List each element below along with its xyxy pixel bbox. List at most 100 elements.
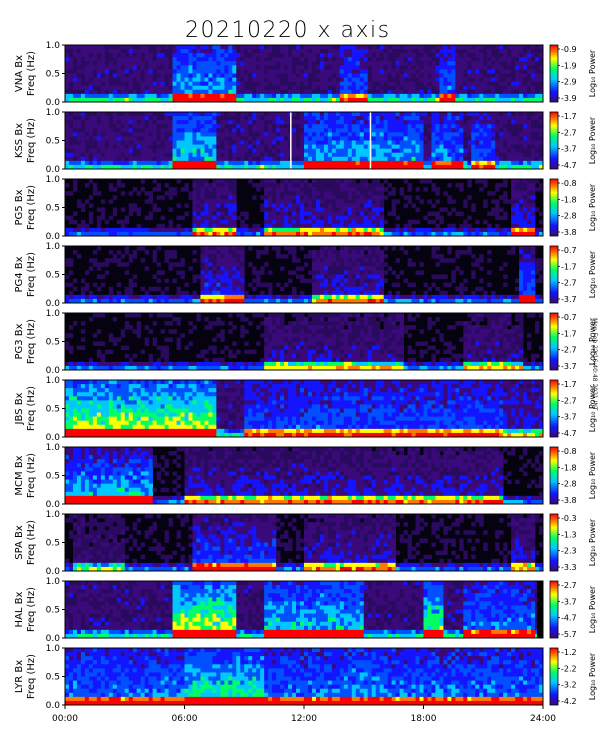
spectrogram-cell: [120, 294, 126, 300]
spectrogram-cell: [487, 136, 492, 141]
spectrogram-cell: [527, 144, 532, 150]
spectrogram-cell: [503, 191, 508, 196]
spectrogram-cell: [323, 85, 329, 91]
spectrogram-cell: [284, 215, 289, 221]
spectrogram-cell: [311, 203, 317, 208]
spectrogram-cell: [144, 112, 150, 117]
spectrogram-cell: [315, 290, 321, 296]
spectrogram-cell: [531, 53, 536, 58]
spectrogram-cell: [136, 298, 142, 304]
spectrogram-cell: [399, 124, 404, 129]
spectrogram-cell: [164, 231, 169, 237]
spectrogram-cell: [307, 120, 313, 125]
spectrogram-cell: [431, 116, 436, 121]
spectrogram-cell: [216, 97, 221, 103]
spectrogram-cell: [116, 219, 122, 225]
spectrogram-cell: [80, 69, 86, 74]
spectrogram-cell: [224, 219, 229, 225]
spectrogram-cell: [503, 136, 508, 141]
spectrogram-cell: [296, 223, 301, 229]
spectrogram-cell: [315, 298, 321, 304]
spectrogram-cell: [419, 89, 424, 95]
spectrogram-cell: [471, 77, 476, 83]
spectrogram-cell: [268, 53, 273, 58]
spectrogram-cell: [455, 57, 460, 62]
spectrogram-cell: [439, 116, 444, 121]
spectrogram-cell: [240, 266, 245, 271]
spectrogram-cell: [244, 124, 249, 129]
spectrogram-cell: [459, 81, 464, 87]
spectrogram-cell: [411, 140, 416, 145]
spectrogram-cell: [88, 266, 94, 271]
spectrogram-cell: [132, 81, 138, 87]
spectrogram-cell: [300, 120, 305, 125]
spectrogram-cell: [192, 152, 197, 158]
spectrogram-cell: [367, 195, 373, 200]
spectrogram-cell: [491, 69, 496, 74]
spectrogram-cell: [407, 124, 412, 129]
spectrogram-cell: [256, 128, 261, 133]
spectrogram-cell: [483, 120, 488, 125]
spectrogram-cell: [228, 132, 233, 137]
spectrogram-cell: [212, 124, 217, 129]
spectrogram-cell: [535, 132, 540, 137]
spectrogram-cell: [256, 116, 261, 121]
spectrogram-cell: [176, 294, 181, 300]
spectrogram-cell: [100, 207, 106, 212]
spectrogram-cell: [367, 53, 373, 58]
spectrogram-cell: [339, 69, 345, 74]
spectrogram-cell: [391, 81, 397, 87]
spectrogram-cell: [168, 231, 173, 237]
spectrogram-cell: [296, 203, 301, 208]
spectrogram-cell: [439, 120, 444, 125]
spectrogram-cell: [104, 120, 110, 125]
spectrogram-cell: [204, 57, 209, 62]
spectrogram-cell: [439, 97, 444, 103]
spectrogram-cell: [443, 191, 448, 196]
spectrogram-cell: [343, 77, 349, 83]
spectrogram-cell: [260, 207, 265, 212]
spectrogram-cell: [228, 164, 233, 170]
spectrogram-cell: [471, 53, 476, 58]
spectrogram-cell: [455, 49, 460, 54]
spectrogram-cell: [455, 120, 460, 125]
spectrogram-cell: [288, 223, 293, 229]
spectrogram-cell: [327, 89, 333, 95]
spectrogram-cell: [168, 144, 173, 150]
spectrogram-cell: [387, 144, 393, 150]
spectrogram-cell: [431, 57, 436, 62]
spectrogram-cell: [168, 223, 173, 229]
spectrogram-cell: [172, 73, 177, 78]
spectrogram-cell: [407, 140, 412, 145]
spectrogram-cell: [411, 148, 416, 154]
spectrogram-cell: [359, 231, 365, 237]
spectrogram-cell: [220, 250, 225, 255]
spectrogram-cell: [112, 93, 118, 99]
spectrogram-cell: [315, 65, 321, 70]
spectrogram-cell: [363, 191, 369, 196]
spectrogram-cell: [284, 89, 289, 95]
spectrogram-cell: [124, 61, 130, 66]
spectrogram-cell: [76, 124, 82, 129]
spectrogram-cell: [495, 199, 500, 204]
spectrogram-cell: [467, 73, 472, 78]
spectrogram-cell: [65, 81, 70, 87]
spectrogram-cell: [96, 77, 102, 83]
spectrogram-cell: [515, 164, 520, 170]
spectrogram-cell: [252, 93, 257, 99]
spectrogram-cell: [304, 120, 309, 125]
spectrogram-cell: [455, 112, 460, 117]
spectrogram-cell: [300, 219, 305, 225]
spectrogram-cell: [260, 65, 265, 70]
spectrogram-cell: [359, 223, 365, 229]
spectrogram-cell: [339, 223, 345, 229]
spectrogram-cell: [152, 128, 158, 133]
spectrogram-cell: [200, 219, 205, 225]
spectrogram-cell: [180, 274, 185, 279]
spectrogram-cell: [375, 160, 381, 166]
spectrogram-cell: [339, 116, 345, 121]
spectrogram-cell: [319, 164, 325, 170]
spectrogram-cell: [475, 69, 480, 74]
spectrogram-cell: [216, 65, 221, 70]
spectrogram-cell: [208, 45, 213, 50]
